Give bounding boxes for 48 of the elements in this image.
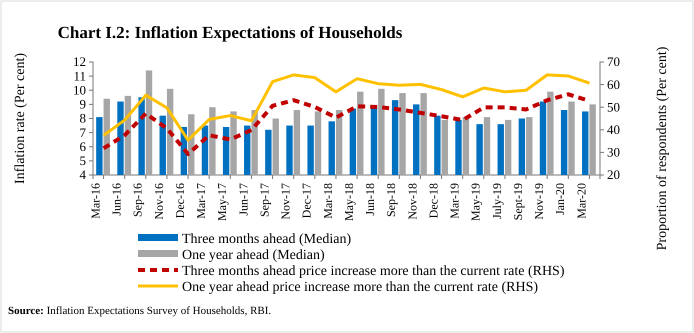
x-tick-label: Sep-16 <box>130 183 145 217</box>
y2-tick-label: 70 <box>607 54 620 70</box>
x-tick-label: Mar-19 <box>447 183 462 219</box>
y-tick-label: 11 <box>73 68 86 84</box>
y-tick-label: 5 <box>80 153 86 168</box>
x-tick-label: Jun-18 <box>362 183 377 216</box>
x-tick-label: Mar-20 <box>574 183 588 219</box>
x-tick-label: Jun-16 <box>109 183 124 216</box>
x-tick-label: Jun-17 <box>236 183 250 216</box>
y-tick-label: 8 <box>80 110 86 126</box>
y-tick-label: 4 <box>80 167 86 182</box>
y-tick-label: 12 <box>73 54 86 70</box>
x-tick-label: Sept-19 <box>510 183 525 220</box>
chart-title: Chart I.2: Inflation Expectations of Households <box>58 23 403 42</box>
y2-tick-label: 30 <box>607 144 620 160</box>
x-tick-label: Nov-17 <box>278 183 292 220</box>
y-tick-label: 9 <box>80 96 86 112</box>
x-tick-label: July-19 <box>490 183 504 219</box>
line-series <box>102 73 591 142</box>
y2-tick-label: 60 <box>607 76 620 92</box>
x-tick-label: Dec-17 <box>300 183 314 218</box>
x-tick-label: Nov-16 <box>152 183 166 220</box>
y2-axis-title: Proportion of respondents (Per cent) <box>655 46 670 250</box>
x-tick-label: Jan-20 <box>553 183 568 215</box>
y2-tick-label: 20 <box>607 167 620 182</box>
y-tick-label: 6 <box>80 138 86 154</box>
x-tick-label: Dec-16 <box>172 183 187 218</box>
legend-label: Three months ahead (Median) <box>182 232 352 247</box>
y-tick-label: 7 <box>80 124 86 140</box>
x-tick-label: Mar-18 <box>320 183 335 219</box>
x-tick-label: Nov-18 <box>405 183 420 220</box>
x-tick-label: Sep-17 <box>257 183 272 217</box>
x-tick-label: Nov-19 <box>532 183 546 220</box>
x-tick-label: May-19 <box>468 183 483 221</box>
x-tick-label: Sep-18 <box>384 183 398 217</box>
x-tick-label: Dec-18 <box>426 183 440 218</box>
y-tick-label: 10 <box>73 82 86 98</box>
x-tick-label: May-17 <box>215 183 230 221</box>
legend-label: One year ahead (Median) <box>182 248 325 263</box>
x-tick-label: Mar-17 <box>194 183 208 219</box>
x-tick-label: May-18 <box>342 183 356 221</box>
legend-label: Three months ahead price increase more than the current rate (RHS) <box>182 264 565 279</box>
y-axis-title: Inflation rate (Per cent) <box>13 52 28 184</box>
y2-tick-label: 50 <box>607 99 620 114</box>
x-tick-label: Mar-16 <box>88 183 102 219</box>
y2-tick-label: 40 <box>607 122 620 137</box>
legend-label: One year ahead price increase more than the current rate (RHS) <box>182 280 538 295</box>
source-note: Source: Inflation Expectations Survey of Households, RBI. <box>8 305 272 317</box>
